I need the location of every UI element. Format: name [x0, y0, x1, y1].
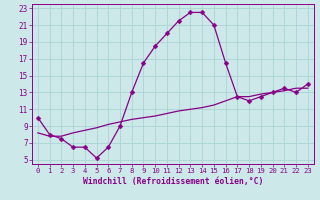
X-axis label: Windchill (Refroidissement éolien,°C): Windchill (Refroidissement éolien,°C) — [83, 177, 263, 186]
